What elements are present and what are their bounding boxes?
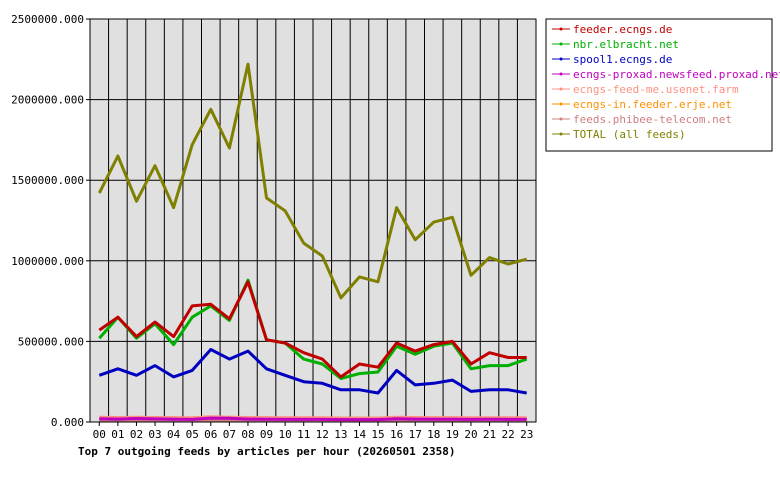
y-tick-label: 2500000.000 [11, 13, 84, 26]
legend-label: ecngs-in.feeder.erje.net [573, 98, 732, 111]
legend-swatch-marker [560, 73, 563, 76]
legend-swatch-marker [560, 103, 563, 106]
x-tick-label: 22 [502, 428, 515, 441]
legend-label: ecngs-feed-me.usenet.farm [573, 83, 739, 96]
legend-label: feeder.ecngs.de [573, 23, 672, 36]
x-tick-label: 23 [520, 428, 533, 441]
x-tick-label: 11 [297, 428, 310, 441]
x-tick-label: 08 [241, 428, 254, 441]
y-axis-ticks: 0.000 500000.000 1000000.000 1500000.000 200… [11, 13, 90, 429]
x-tick-label: 20 [464, 428, 477, 441]
x-tick-label: 15 [371, 428, 384, 441]
x-tick-label: 09 [260, 428, 273, 441]
legend-swatch-marker [560, 58, 563, 61]
x-tick-label: 02 [130, 428, 143, 441]
x-tick-label: 16 [390, 428, 403, 441]
legend-label: ecngs-proxad.newsfeed.proxad.net [573, 68, 780, 81]
legend-label: feeds.phibee-telecom.net [573, 113, 732, 126]
series-line-3 [99, 418, 526, 420]
x-tick-label: 01 [111, 428, 124, 441]
y-tick-label: 1500000.000 [11, 174, 84, 187]
legend-label: TOTAL (all feeds) [573, 128, 686, 141]
legend-label: spool1.ecngs.de [573, 53, 672, 66]
x-tick-label: 03 [148, 428, 161, 441]
y-tick-label: 2000000.000 [11, 94, 84, 107]
x-tick-label: 19 [446, 428, 459, 441]
x-tick-label: 00 [93, 428, 106, 441]
legend-swatch-marker [560, 88, 563, 91]
x-tick-label: 12 [316, 428, 329, 441]
y-tick-label: 500000.000 [18, 335, 84, 348]
x-tick-label: 17 [409, 428, 422, 441]
x-tick-label: 13 [334, 428, 347, 441]
x-tick-label: 10 [279, 428, 292, 441]
x-axis-ticks: 00 01 02 03 04 05 06 07 08 09 10 11 12 13 14 15 16 17 18 19… [93, 422, 534, 441]
x-tick-label: 18 [427, 428, 440, 441]
legend-swatch-marker [560, 133, 563, 136]
y-tick-label: 1000000.000 [11, 255, 84, 268]
legend-label: nbr.elbracht.net [573, 38, 679, 51]
x-tick-label: 04 [167, 428, 181, 441]
x-tick-label: 14 [353, 428, 367, 441]
legend-swatch-marker [560, 43, 563, 46]
x-tick-label: 06 [204, 428, 217, 441]
chart-title: Top 7 outgoing feeds by articles per hou… [78, 445, 456, 458]
x-tick-label: 21 [483, 428, 496, 441]
x-tick-label: 05 [186, 428, 199, 441]
legend-swatch-marker [560, 28, 563, 31]
x-tick-label: 07 [223, 428, 236, 441]
legend-swatch-marker [560, 118, 563, 121]
y-tick-label: 0.000 [51, 416, 84, 429]
